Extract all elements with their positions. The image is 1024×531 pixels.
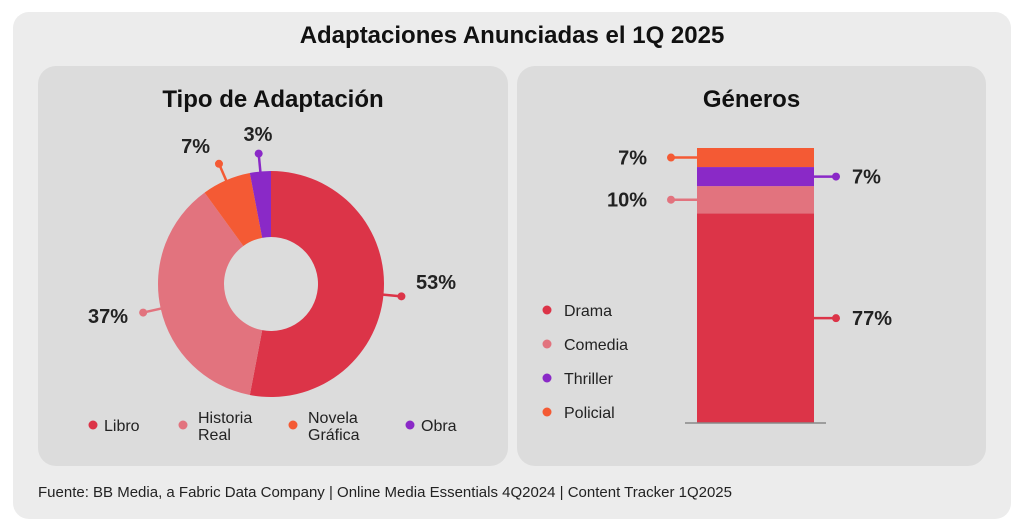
legend-label-1-b: Real xyxy=(198,427,231,444)
legend-label-3: Obra xyxy=(421,418,457,435)
stacked-bar-chart: 77% 10% 7% 7% Drama Comedia Thriller Policial xyxy=(542,148,892,424)
genre-legend-marker-2 xyxy=(542,373,552,383)
donut-slice-2 xyxy=(204,173,263,246)
bar-segment-0 xyxy=(697,213,814,423)
stacked-bar-title: Géneros xyxy=(702,86,801,113)
genres-panel: Géneros 77% 10% 7% 7% Drama Comedia Thriller Po… xyxy=(517,66,986,466)
data-label-2: 7% xyxy=(181,136,210,158)
leader-dot-3 xyxy=(254,149,263,158)
genre-legend-marker-0 xyxy=(542,305,552,315)
bar-label-3: 7% xyxy=(618,148,647,170)
bar-leader-dot-3 xyxy=(667,153,675,162)
bar-leader-dot-0 xyxy=(832,314,840,323)
genre-legend-label-0: Drama xyxy=(564,303,612,320)
genre-legend-label-2: Thriller xyxy=(564,371,614,388)
legend-label-2-b: Gráfica xyxy=(308,427,360,444)
legend-label-1-a: Historia xyxy=(198,410,252,427)
bar-leader-dot-2 xyxy=(832,172,840,181)
legend-label-2-a: Novela xyxy=(308,410,358,427)
bar-label-1: 10% xyxy=(607,190,647,212)
main-title: Adaptaciones Anunciadas el 1Q 2025 xyxy=(299,22,725,49)
adaptation-type-panel: Tipo de Adaptación 53% 37% 7% 3% Libro Histor… xyxy=(38,66,508,466)
leader-dot-1 xyxy=(139,308,148,317)
donut-slice-3 xyxy=(249,171,271,238)
donut-slice-1 xyxy=(157,192,263,395)
data-label-3: 3% xyxy=(244,124,273,146)
donut-title: Tipo de Adaptación xyxy=(162,86,384,113)
bar-leader-dot-1 xyxy=(667,195,675,204)
data-label-1: 37% xyxy=(88,306,128,328)
source-note: Fuente: BB Media, a Fabric Data Company … xyxy=(38,484,732,501)
genre-legend-label-3: Policial xyxy=(564,405,615,422)
bar-label-0: 77% xyxy=(852,308,892,330)
legend-marker-0 xyxy=(88,420,98,430)
genre-legend-marker-1 xyxy=(542,339,552,349)
legend-marker-1 xyxy=(178,420,188,430)
leader-dot-2 xyxy=(214,159,223,168)
bar-segment-1 xyxy=(697,186,814,214)
donut-slice-0 xyxy=(249,171,384,397)
legend-marker-3 xyxy=(405,420,415,430)
data-label-0: 53% xyxy=(416,272,456,294)
bar-label-2: 7% xyxy=(852,167,881,189)
genre-legend-marker-3 xyxy=(542,407,552,417)
legend-label-0: Libro xyxy=(104,418,140,435)
leader-dot-0 xyxy=(397,292,406,301)
legend-marker-2 xyxy=(288,420,298,430)
genre-legend-label-1: Comedia xyxy=(564,337,628,354)
bar-segment-2 xyxy=(697,167,814,187)
bar-segment-3 xyxy=(697,148,814,168)
